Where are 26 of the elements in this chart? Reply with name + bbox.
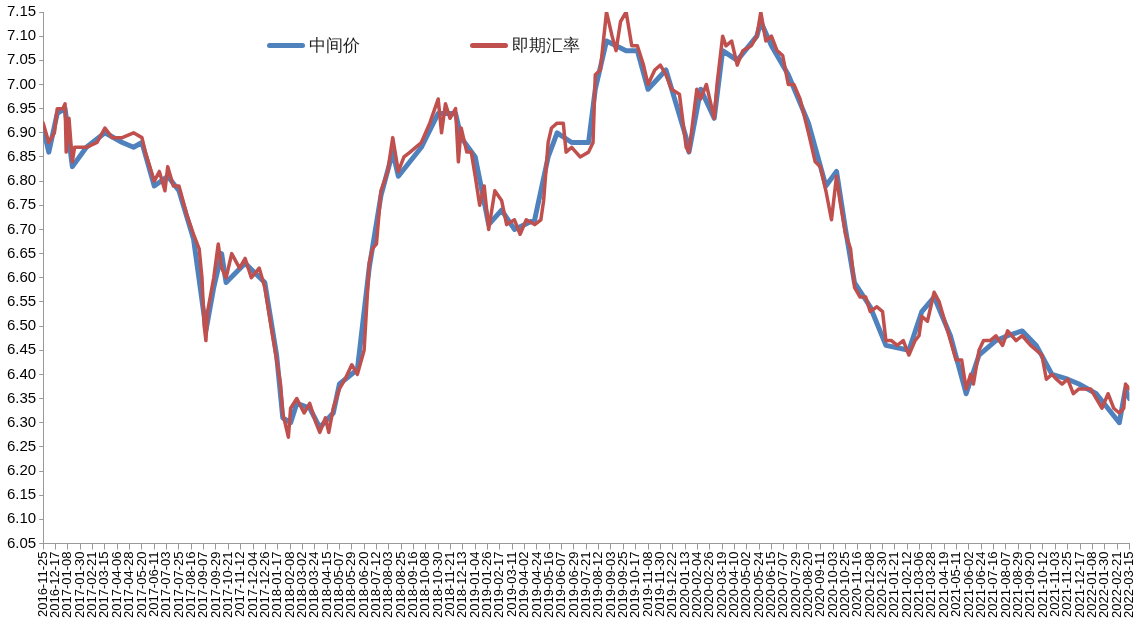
y-tick-label: 6.65 [6,243,37,261]
y-tick-label: 6.75 [6,195,37,213]
y-tick-label: 6.20 [6,461,37,479]
legend-label: 即期汇率 [511,34,580,57]
y-tick-label: 7.00 [6,74,37,92]
y-tick-label: 6.40 [6,364,37,382]
y-tick-label: 6.95 [6,98,37,116]
y-tick-label: 6.55 [6,292,37,310]
y-tick-label: 6.80 [6,171,37,189]
legend-label: 中间价 [308,34,360,57]
y-tick-label: 6.70 [6,219,37,237]
y-tick-label: 7.15 [6,2,37,20]
y-tick-label: 6.15 [6,485,37,503]
y-tick-label: 6.90 [6,122,37,140]
y-tick-label: 6.10 [6,509,37,527]
y-tick-label: 6.35 [6,388,37,406]
y-tick-label: 7.10 [6,26,37,44]
y-tick-label: 6.30 [6,412,37,430]
y-tick-label: 6.60 [6,267,37,285]
y-tick-label: 6.25 [6,437,37,455]
y-tick-label: 6.85 [6,147,37,165]
y-tick-label: 6.05 [6,533,37,551]
y-tick-label: 6.45 [6,340,37,358]
y-tick-label: 6.50 [6,316,37,334]
y-tick-label: 7.05 [6,50,37,68]
x-tick-label: 2016-11-25 [34,551,50,618]
